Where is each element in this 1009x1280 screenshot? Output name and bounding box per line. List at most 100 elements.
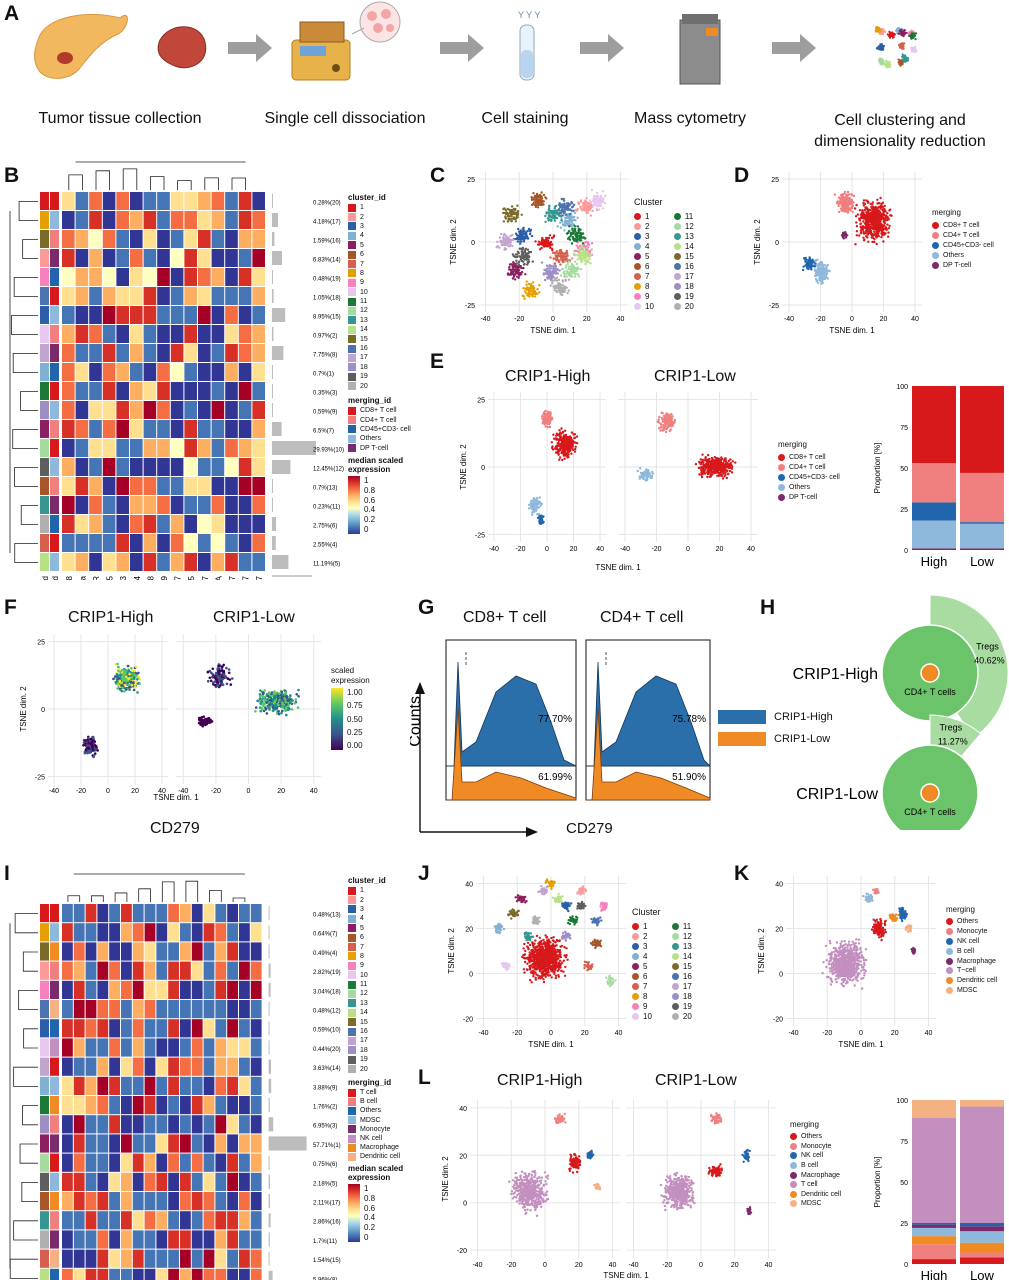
point	[567, 273, 571, 277]
heatmap-cell	[198, 230, 211, 248]
point	[567, 453, 570, 456]
point	[527, 227, 531, 231]
point	[864, 215, 867, 219]
heatmap-cell	[184, 325, 197, 343]
point	[864, 218, 868, 221]
bar-segment	[960, 548, 1004, 550]
b-merging-legend-title: merging_id	[348, 396, 392, 405]
point	[532, 281, 535, 284]
heatmap-cell	[75, 439, 89, 457]
point	[573, 275, 577, 278]
point	[527, 293, 530, 297]
point	[725, 476, 729, 480]
point	[546, 425, 549, 429]
point	[589, 200, 593, 204]
heatmap-cell	[143, 420, 157, 438]
point	[560, 444, 563, 448]
point	[511, 210, 514, 213]
point	[724, 457, 727, 460]
cluster-points	[502, 204, 523, 223]
legend-label: CD45+CD3- cell	[789, 473, 840, 481]
scale-tick: 0.2	[364, 515, 376, 525]
heatmap-cell	[89, 211, 102, 229]
ncells-bar	[272, 365, 273, 379]
point	[513, 262, 516, 265]
point	[509, 234, 512, 238]
marker-label: CD127	[174, 575, 183, 580]
col-dendrogram	[68, 161, 246, 190]
point	[873, 230, 876, 233]
point	[563, 457, 566, 460]
heatmap-cell	[89, 477, 102, 495]
point	[843, 207, 846, 211]
point	[889, 31, 892, 35]
heatmap-cell	[102, 477, 116, 495]
point	[902, 33, 906, 36]
point	[823, 272, 827, 275]
point	[563, 270, 566, 273]
legend-item: 19	[348, 372, 368, 381]
point	[884, 215, 888, 218]
point	[860, 227, 863, 231]
heatmap-cell	[89, 382, 102, 400]
point	[597, 194, 600, 198]
legend-swatch	[348, 416, 356, 425]
point	[582, 246, 585, 250]
point	[642, 477, 645, 480]
point	[511, 268, 514, 271]
dendro-branch	[204, 177, 219, 190]
point	[513, 255, 517, 259]
point	[559, 284, 563, 287]
heatmap-cell	[130, 306, 143, 324]
legend-swatch	[778, 473, 785, 481]
legend-swatch	[348, 344, 356, 353]
cluster-points	[559, 260, 583, 278]
legend-swatch	[932, 251, 939, 259]
heatmap-cell	[184, 306, 197, 324]
point	[565, 270, 569, 273]
heatmap-cell	[75, 515, 89, 533]
scale-tick: 0	[364, 524, 369, 534]
heatmap-cell	[89, 534, 102, 552]
point	[826, 263, 830, 267]
point	[880, 204, 883, 207]
point	[574, 447, 577, 451]
heatmap-cell	[116, 382, 129, 400]
legend-item: DP T-cell	[932, 260, 994, 270]
point	[822, 270, 826, 273]
cluster-id-cell	[40, 439, 49, 457]
cluster-id-cell	[40, 363, 49, 381]
heatmap-cell	[170, 249, 184, 267]
point	[559, 263, 562, 266]
heatmap-cell	[102, 325, 116, 343]
point	[514, 270, 517, 274]
legend-label: 11	[684, 211, 694, 221]
cluster-id-cell	[40, 515, 49, 533]
legend-swatch	[778, 463, 785, 471]
point	[841, 234, 844, 237]
merging-id-cell	[50, 439, 59, 457]
arrow-icon	[440, 34, 484, 62]
point	[570, 216, 573, 220]
b-cluster-legend: 1 2 3 4 5 6 7 8 9 10 11 12 13 14 15 16 17 18 19 20	[348, 203, 368, 391]
point	[876, 198, 879, 201]
point	[846, 201, 849, 204]
heatmap-cell	[89, 515, 102, 533]
point	[560, 216, 563, 219]
panel-b-letter: B	[4, 164, 20, 187]
heatmap-cell	[225, 363, 238, 381]
legend-swatch	[634, 282, 641, 290]
point	[495, 246, 498, 249]
point	[517, 260, 521, 264]
point	[871, 227, 875, 230]
heatmap-cell	[143, 439, 157, 457]
point	[537, 240, 541, 243]
cluster-points	[540, 261, 561, 282]
merging-id-cell	[50, 344, 59, 362]
row-label: 4.18%(17)	[313, 219, 341, 225]
point	[854, 215, 858, 218]
point	[588, 257, 591, 261]
row-label: 0.35%(3)	[313, 390, 337, 396]
point	[538, 515, 541, 518]
point	[843, 205, 846, 208]
